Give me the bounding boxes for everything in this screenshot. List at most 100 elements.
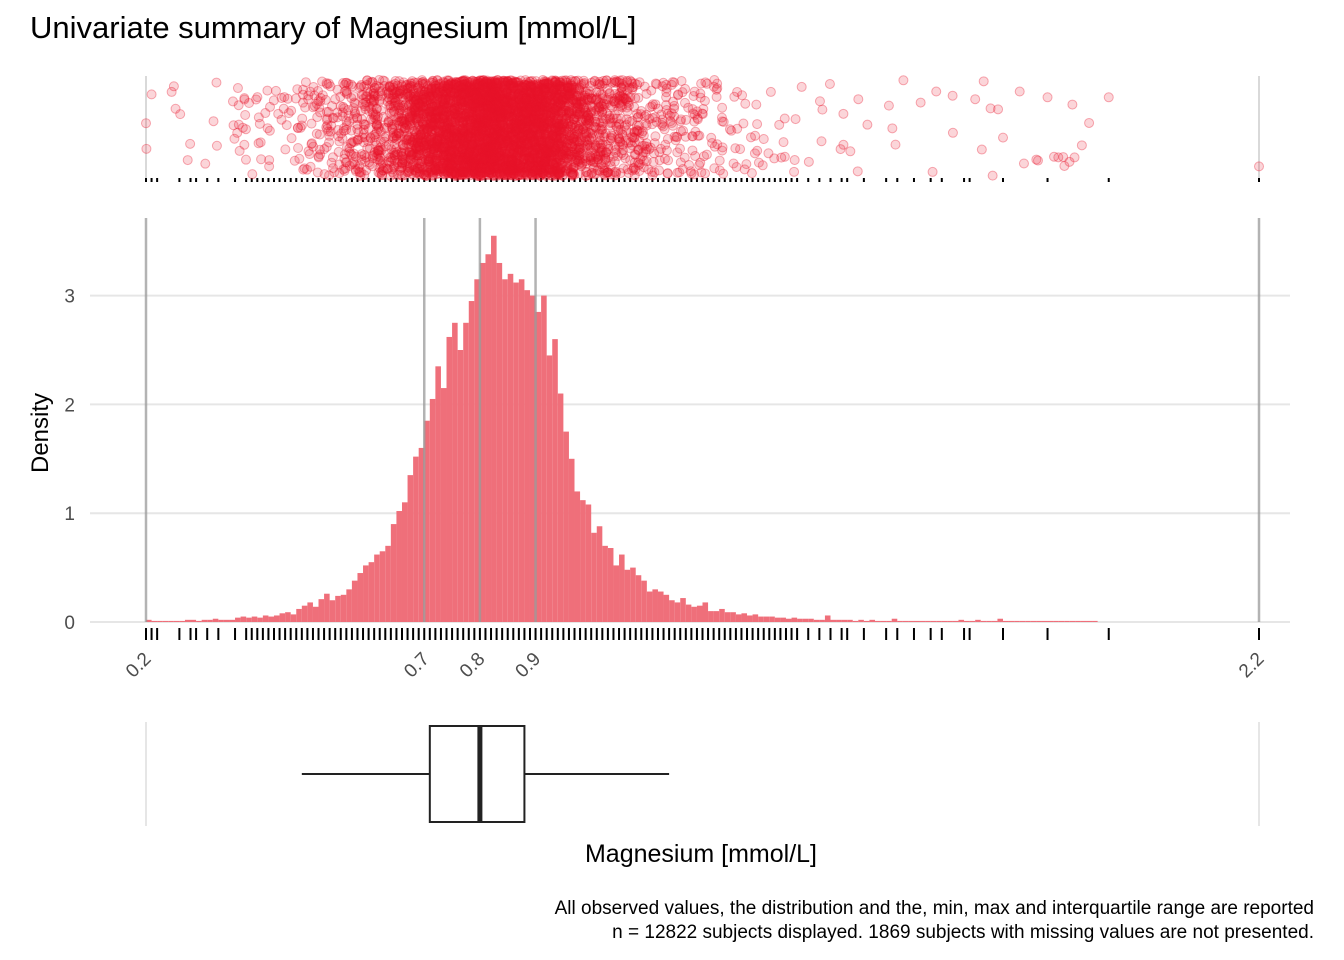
jitter-point [408, 148, 419, 159]
histogram-bar [452, 322, 458, 622]
jitter-point [457, 146, 468, 157]
jitter-point [451, 137, 462, 148]
jitter-point [370, 110, 381, 121]
jitter-point [478, 147, 489, 158]
jitter-point [539, 165, 550, 176]
jitter-point [411, 128, 422, 139]
jitter-point [665, 116, 676, 127]
jitter-point [513, 104, 524, 115]
jitter-point [367, 89, 378, 100]
histogram-bar [518, 279, 525, 622]
histogram-bar [691, 606, 697, 622]
jitter-point [470, 125, 481, 136]
jitter-point [883, 100, 894, 111]
jitter-point [486, 139, 497, 150]
jitter-point [521, 121, 532, 132]
jitter-point [466, 116, 477, 127]
jitter-point [411, 168, 422, 179]
jitter-point [638, 162, 649, 173]
jitter-point [717, 102, 728, 113]
jitter-point [471, 155, 482, 166]
jitter-point [476, 152, 487, 163]
jitter-point [451, 104, 462, 115]
histogram-bar [708, 611, 714, 622]
histogram-bar [1036, 620, 1042, 622]
histogram-bar [808, 618, 814, 622]
jitter-point [411, 143, 422, 154]
jitter-point [538, 110, 549, 121]
jitter-point [524, 104, 535, 115]
jitter-point [476, 146, 487, 157]
jitter-point [433, 139, 444, 150]
reference-lines [144, 76, 1261, 826]
jitter-point [510, 83, 521, 94]
jitter-point [557, 143, 568, 154]
jitter-point [594, 86, 605, 97]
histogram-bar [396, 511, 402, 622]
histogram-bar [507, 273, 514, 622]
histogram-bars [146, 235, 1098, 623]
jitter-point [1018, 158, 1029, 169]
jitter-point [516, 106, 527, 117]
jitter-point [394, 88, 405, 99]
histogram-bar [557, 393, 564, 622]
jitter-point [709, 141, 720, 152]
jitter-point [549, 135, 560, 146]
histogram-bar [524, 290, 530, 622]
jitter-point [393, 94, 404, 105]
jitter-point [469, 88, 480, 99]
jitter-point [256, 154, 267, 165]
jitter-point [431, 122, 442, 133]
jitter-point [529, 134, 540, 145]
histogram-bar [1075, 620, 1081, 622]
jitter-point [639, 81, 650, 92]
histogram-bar [429, 398, 436, 622]
jitter-point [457, 152, 468, 163]
histogram-bar [184, 619, 191, 622]
jitter-point [555, 149, 566, 160]
jitter-point [471, 93, 482, 104]
jitter-point [286, 133, 297, 144]
jitter-point [539, 163, 550, 174]
jitter-point [260, 108, 271, 119]
jitter-point [471, 146, 482, 157]
jitter-point [507, 155, 518, 166]
jitter-point [629, 126, 640, 137]
jitter-point [456, 159, 467, 170]
jitter-point [454, 90, 465, 101]
jitter-point [413, 148, 424, 159]
histogram-bar [947, 620, 953, 622]
jitter-point [551, 85, 562, 96]
jitter-point [450, 168, 461, 179]
jitter-point [489, 77, 500, 88]
jitter-point [445, 78, 456, 89]
jitter-point [615, 168, 626, 179]
jitter-point [852, 166, 863, 177]
jitter-point [475, 114, 486, 125]
jitter-point [528, 114, 539, 125]
jitter-point [915, 97, 926, 108]
jitter-point [234, 145, 245, 156]
jitter-point [473, 121, 484, 132]
jitter-point [295, 122, 306, 133]
histogram-bar [379, 551, 386, 622]
jitter-point [779, 113, 790, 124]
jitter-point [406, 106, 417, 117]
jitter-point [452, 144, 463, 155]
histogram-bar [279, 613, 286, 622]
jitter-point [247, 169, 258, 180]
jitter-point [447, 77, 458, 88]
jitter-point [278, 103, 289, 114]
jitter-point [505, 106, 516, 117]
jitter-point [559, 81, 570, 92]
jitter-point [349, 148, 360, 159]
jitter-point [476, 157, 487, 168]
jitter-point [544, 79, 555, 90]
jitter-point [506, 139, 517, 150]
jitter-point [486, 127, 497, 138]
jitter-point [522, 92, 533, 103]
jitter-point [425, 93, 436, 104]
jitter-point [776, 152, 787, 163]
jitter-point [605, 113, 616, 124]
jitter-point [680, 114, 691, 125]
